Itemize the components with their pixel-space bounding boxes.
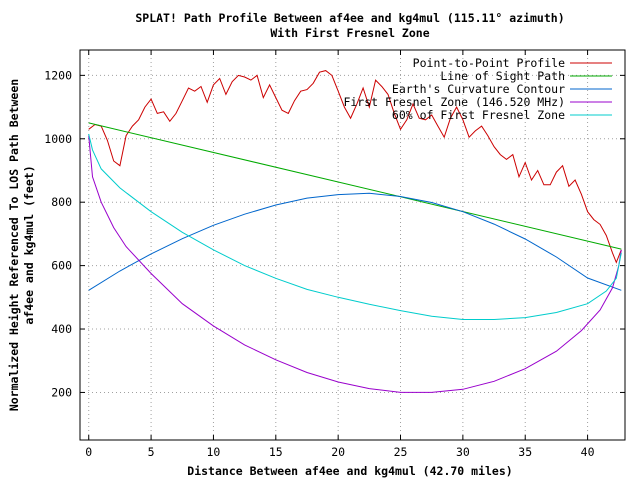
chart-subtitle: With First Fresnel Zone bbox=[270, 26, 429, 40]
series-line-4 bbox=[88, 133, 622, 320]
x-tick-label: 15 bbox=[269, 445, 283, 459]
y-tick-label: 1000 bbox=[44, 132, 72, 146]
series-lines bbox=[88, 70, 622, 393]
x-tick-label: 10 bbox=[207, 445, 221, 459]
series-line-0 bbox=[88, 70, 622, 264]
x-tick-label: 0 bbox=[85, 445, 92, 459]
legend-label-1: Line of Sight Path bbox=[440, 69, 565, 83]
x-tick-label: 5 bbox=[148, 445, 155, 459]
series-line-1 bbox=[88, 122, 622, 250]
y-tick-label: 600 bbox=[51, 259, 72, 273]
x-axis-label: Distance Between af4ee and kg4mul (42.70… bbox=[187, 464, 512, 478]
y-tick-label: 1200 bbox=[44, 68, 72, 82]
x-tick-label: 30 bbox=[456, 445, 470, 459]
x-tick-label: 35 bbox=[518, 445, 532, 459]
plot-frame bbox=[79, 49, 626, 441]
legend-label-2: Earth's Curvature Contour bbox=[392, 82, 565, 96]
series-line-2 bbox=[88, 192, 622, 291]
y-axis-label-line2: af4ee and kg4mul (feet) bbox=[22, 165, 36, 324]
chart-title: SPLAT! Path Profile Between af4ee and kg… bbox=[135, 11, 564, 25]
legend-label-3: First Fresnel Zone (146.520 MHz) bbox=[343, 95, 565, 109]
x-tick-label: 20 bbox=[331, 445, 345, 459]
series-line-3 bbox=[88, 135, 622, 393]
axis-ticks: 0 5 10 15 20 25 30 35 40 200 400 600 800 1000 1200 bbox=[44, 50, 625, 459]
y-axis-label-line1: Normalized Height Referenced To LOS Path… bbox=[7, 79, 21, 411]
legend-label-4: 60% of First Fresnel Zone bbox=[392, 108, 565, 122]
y-tick-label: 800 bbox=[51, 195, 72, 209]
y-tick-label: 400 bbox=[51, 322, 72, 336]
x-tick-label: 25 bbox=[394, 445, 408, 459]
legend-label-0: Point-to-Point Profile bbox=[413, 56, 565, 70]
x-tick-label: 40 bbox=[581, 445, 595, 459]
y-tick-label: 200 bbox=[51, 385, 72, 399]
